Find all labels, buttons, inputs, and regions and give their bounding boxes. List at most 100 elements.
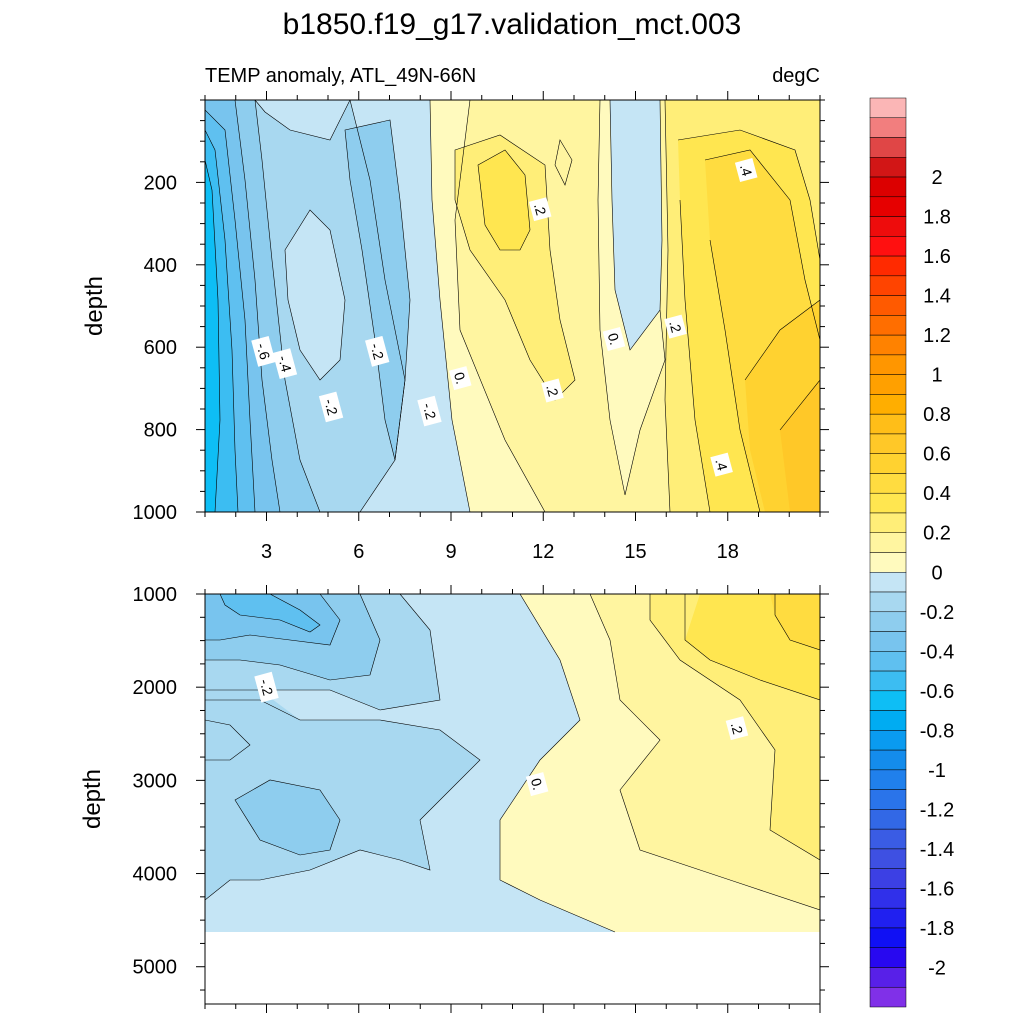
contour-label-bg bbox=[525, 772, 549, 797]
y-tick-label: 3000 bbox=[133, 770, 178, 792]
y-tick-label: 4000 bbox=[133, 864, 178, 886]
colorbar-label: 2 bbox=[931, 167, 942, 189]
colorbar-swatch bbox=[869, 611, 907, 632]
colorbar-swatch bbox=[869, 809, 907, 830]
upper-panel: -.6-.4-.2-.2-.20..2.20..2.4.4 3 6 9 12 15 18 … bbox=[81, 91, 829, 563]
colorbar-labels: 2 1.8 1.6 1.4 1.2 1 0.8 0.6 0.4 0.2 0 -0.2 -0.4 -0.6 -… bbox=[920, 167, 954, 979]
lower-y-axis: 1000 2000 3000 4000 5000 bbox=[133, 584, 829, 991]
colorbar-swatch bbox=[869, 888, 907, 909]
subtitle-units: degC bbox=[772, 65, 820, 87]
colorbar-swatch bbox=[869, 552, 907, 573]
colorbar-swatch bbox=[869, 967, 907, 988]
y-tick-label: 400 bbox=[144, 255, 177, 277]
upper-fill-neg-wedge bbox=[610, 100, 662, 350]
lower-x-axis bbox=[204, 585, 821, 1013]
contour-label-bg bbox=[664, 314, 687, 339]
lower-fill-neg10-top bbox=[220, 594, 320, 632]
contour-label: -.6 bbox=[251, 335, 276, 367]
colorbar-label: 0.8 bbox=[923, 404, 951, 426]
contour-label: .4 bbox=[734, 158, 758, 183]
contour-label: .2 bbox=[664, 314, 687, 339]
colorbar-label: -1.6 bbox=[920, 878, 954, 900]
colorbar-label: -1.8 bbox=[920, 918, 954, 940]
upper-fill-pos12-east bbox=[780, 380, 820, 512]
upper-fill-neg02-pocket bbox=[285, 210, 345, 380]
contour-label: -.2 bbox=[365, 335, 390, 367]
colorbar-swatch bbox=[869, 532, 907, 553]
colorbar-label: -0.6 bbox=[920, 681, 954, 703]
main-title: b1850.f19_g17.validation_mct.003 bbox=[283, 8, 742, 41]
contour-label-text: 0. bbox=[605, 331, 623, 346]
upper-fill-zero-west bbox=[430, 100, 545, 512]
y-tick-label: 1000 bbox=[133, 502, 178, 524]
lower-panel: -.2 0. .2 1000 2000 3000 4000 5000 depth bbox=[79, 584, 829, 1013]
colorbar-swatch bbox=[869, 315, 907, 336]
upper-fill-neg14-west bbox=[205, 160, 220, 512]
upper-contour-labels: -.6-.4 -.2 -.2 -.2 0. .2 .2 0. .2 .4 .4 bbox=[251, 158, 758, 477]
colorbar-swatch bbox=[869, 255, 907, 277]
colorbar-swatch bbox=[869, 196, 907, 217]
contour-label: -.2 bbox=[254, 671, 279, 703]
colorbar-label: -2 bbox=[928, 957, 946, 979]
colorbar-label: 1.8 bbox=[923, 207, 951, 229]
colorbar-swatch bbox=[869, 176, 907, 198]
y-tick-label: 5000 bbox=[133, 957, 178, 979]
contour-label-bg bbox=[365, 335, 390, 367]
x-tick-label: 3 bbox=[261, 541, 272, 563]
colorbar-boxes bbox=[869, 97, 907, 1008]
contour-label: -.2 bbox=[318, 391, 344, 423]
contour-label-text: .4 bbox=[712, 457, 731, 473]
y-tick-label: 800 bbox=[144, 420, 177, 442]
upper-fill-neg02-top bbox=[255, 100, 350, 140]
contour-label: -.2 bbox=[417, 395, 442, 427]
colorbar-label: 0.2 bbox=[923, 523, 951, 545]
contour-label-bg bbox=[272, 348, 298, 380]
contour-label-text: -.2 bbox=[257, 677, 277, 697]
colorbar-swatch bbox=[869, 591, 907, 613]
colorbar-swatch bbox=[869, 789, 907, 810]
contour-label: -.4 bbox=[272, 348, 298, 380]
contour-label-bg bbox=[448, 366, 472, 391]
colorbar-label: 0 bbox=[931, 562, 942, 584]
colorbar-swatch bbox=[869, 413, 907, 435]
colorbar-swatch bbox=[869, 236, 907, 257]
contour-label-bg bbox=[318, 391, 344, 423]
colorbar-swatch bbox=[869, 334, 907, 356]
colorbar-swatch bbox=[869, 433, 907, 454]
contour-label-bg bbox=[725, 716, 749, 741]
contour-label-text: -.4 bbox=[275, 354, 295, 374]
x-tick-label: 15 bbox=[624, 541, 646, 563]
contour-label-text: .2 bbox=[543, 383, 562, 399]
colorbar-label: -1.2 bbox=[920, 799, 954, 821]
contour-label-text: -.2 bbox=[420, 401, 440, 421]
colorbar: 2 1.8 1.6 1.4 1.2 1 0.8 0.6 0.4 0.2 0 -0.2 -0.4 -0.6 -… bbox=[869, 97, 954, 1008]
colorbar-swatch bbox=[869, 374, 907, 395]
x-tick-label: 18 bbox=[717, 541, 739, 563]
upper-y-axis: 200 400 600 800 1000 bbox=[133, 99, 829, 524]
upper-fill-pos06-west bbox=[478, 150, 530, 250]
lower-fill-neg06-pocket bbox=[235, 780, 340, 855]
colorbar-label: -0.2 bbox=[920, 602, 954, 624]
colorbar-swatch bbox=[869, 137, 907, 158]
colorbar-swatch bbox=[869, 651, 907, 672]
contour-label: .2 bbox=[528, 197, 552, 222]
contour-label-text: -.6 bbox=[254, 341, 274, 361]
lower-contour-lines bbox=[205, 594, 820, 933]
colorbar-swatch bbox=[869, 275, 907, 296]
y-tick-label: 200 bbox=[144, 172, 177, 194]
colorbar-label: -1 bbox=[928, 760, 946, 782]
subtitle-left: TEMP anomaly, ATL_49N-66N bbox=[205, 65, 476, 87]
contour-label-bg bbox=[734, 158, 758, 183]
lower-contour-fills: -.2 0. .2 bbox=[205, 594, 820, 1004]
colorbar-swatch bbox=[869, 730, 907, 751]
contour-label-text: 0. bbox=[528, 776, 546, 791]
contour-label-bg bbox=[541, 378, 564, 403]
upper-fill-zero-mid bbox=[598, 100, 665, 495]
colorbar-swatch bbox=[869, 769, 907, 790]
upper-contour-fills: -.6-.4 -.2 -.2 -.2 0. .2 .2 0. .2 .4 .4 bbox=[205, 100, 820, 512]
upper-fill-neg06-band bbox=[345, 120, 410, 460]
contour-label-text: .2 bbox=[531, 201, 550, 217]
colorbar-swatch bbox=[869, 512, 907, 533]
colorbar-label: 0.4 bbox=[923, 483, 951, 505]
